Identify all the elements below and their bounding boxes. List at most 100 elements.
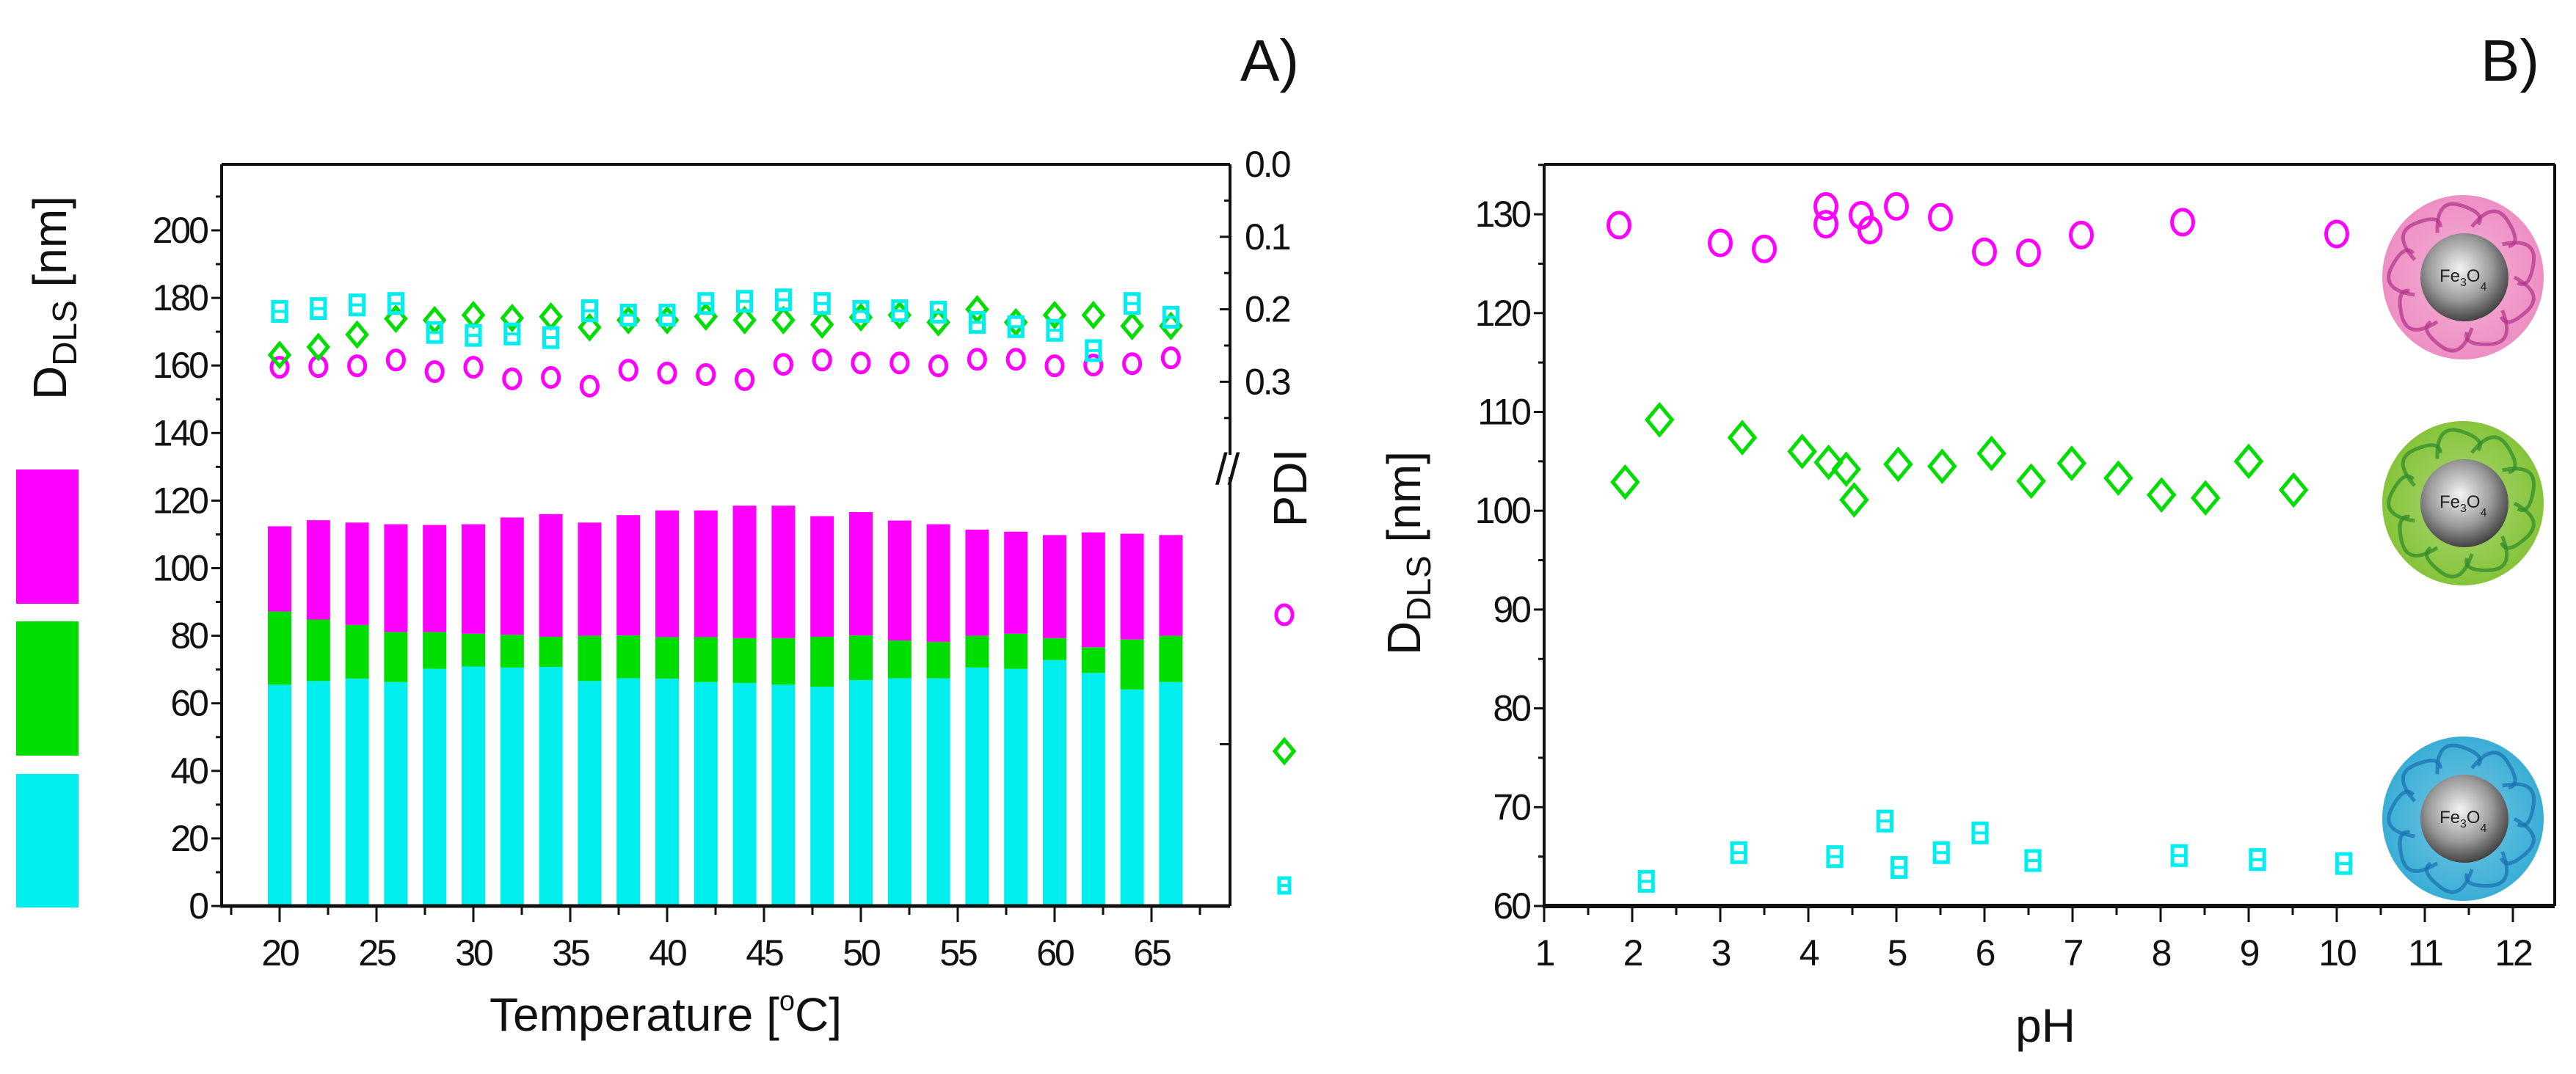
- x-tick-label: 50: [843, 932, 880, 973]
- pdi-point-circle: [618, 359, 638, 382]
- xlabel-text: Temperature [: [490, 988, 779, 1041]
- pdi-point-circle: [424, 360, 445, 384]
- y-tick-label: 60: [1493, 885, 1530, 927]
- y-tick-label: 20: [170, 818, 208, 859]
- data-point-diamond: [1644, 401, 1675, 438]
- x-tick-label: 10: [2318, 932, 2356, 973]
- x-tick-label: 8: [2152, 932, 2171, 973]
- data-point-circle: [1928, 202, 1953, 232]
- x-tick-label: 1: [1535, 932, 1554, 973]
- bar-segment-magenta: [1004, 531, 1028, 634]
- bar-segment-green: [1120, 639, 1144, 690]
- pdi-point-diamond: [578, 313, 602, 342]
- pdi-point-diamond: [809, 310, 834, 339]
- ylabel-sub: DLS: [46, 300, 84, 365]
- pdi-point-circle: [1122, 352, 1143, 376]
- pdi-point-circle: [657, 362, 677, 385]
- x-tick-label: 12: [2495, 932, 2532, 973]
- core-label-part: O: [2467, 808, 2481, 828]
- pdi-point-diamond: [306, 332, 331, 362]
- bar-segment-magenta: [849, 512, 873, 636]
- data-point-circle: [1813, 210, 1838, 239]
- bar-segment-green: [887, 640, 912, 679]
- legend-block-cyan: [16, 774, 79, 907]
- bar-segment-green: [732, 638, 757, 684]
- bar-segment-magenta: [539, 514, 563, 637]
- pdi-point-square: [503, 322, 521, 346]
- particle-illustration: Fe3O4: [2382, 737, 2544, 901]
- bar-segment-green: [578, 635, 602, 682]
- x-tick-label: 30: [455, 932, 492, 973]
- bar-segment-cyan: [1120, 689, 1144, 906]
- legend-marker-circle: [1274, 603, 1295, 626]
- pdi-point-circle: [812, 348, 832, 372]
- pdi-point-square: [1085, 339, 1102, 362]
- pdi-point-square: [813, 292, 831, 315]
- core-label: Fe3O4: [2439, 808, 2487, 835]
- pdi-point-diamond: [1120, 311, 1144, 340]
- bar-segment-cyan: [1081, 673, 1105, 906]
- polymer-chain: [2502, 782, 2536, 828]
- panel-b-y-axis-title: DDLS [nm]: [1378, 451, 1438, 655]
- y-tick-label: 0: [189, 885, 208, 927]
- x-tick-label: 55: [939, 932, 977, 973]
- y-tick-label: 70: [1493, 786, 1530, 828]
- y-tick-label: 120: [153, 480, 208, 521]
- bar-segment-green: [965, 635, 989, 668]
- data-point-circle: [1884, 191, 1909, 221]
- bar-segment-green: [616, 635, 641, 679]
- core-label-part: 4: [2481, 822, 2487, 835]
- bar-segment-cyan: [268, 684, 291, 906]
- data-point-diamond: [2233, 443, 2264, 480]
- xlabel-sup: o: [779, 986, 795, 1017]
- pdi-point-diamond: [1042, 300, 1067, 330]
- y-tick-label: 60: [170, 683, 208, 724]
- core-label-part: Fe: [2439, 808, 2460, 828]
- bar-segment-magenta: [965, 530, 989, 636]
- pdi-point-circle: [502, 367, 523, 390]
- xlabel-end: C]: [795, 988, 842, 1041]
- bar-segment-cyan: [462, 666, 485, 906]
- data-point-diamond: [2278, 472, 2309, 508]
- bar-segment-green: [268, 611, 291, 685]
- data-point-diamond: [1927, 448, 1957, 484]
- pdi-point-circle: [773, 353, 793, 376]
- x-tick-label: 3: [1711, 932, 1731, 973]
- bar-segment-magenta: [887, 520, 912, 641]
- y2-tick-label: 0.1: [1245, 216, 1290, 257]
- pdi-point-square: [774, 288, 793, 312]
- core-label-part: Fe: [2439, 266, 2460, 286]
- bar-segment-magenta: [1081, 532, 1105, 648]
- pdi-point-circle: [696, 363, 716, 387]
- pdi-point-square: [619, 304, 637, 327]
- y-tick-label: 160: [153, 345, 208, 386]
- bar-segment-green: [500, 635, 524, 668]
- bar-segment-magenta: [926, 524, 950, 642]
- data-point-diamond: [2190, 480, 2221, 516]
- pdi-point-square: [465, 324, 482, 347]
- data-point-diamond: [2146, 477, 2177, 513]
- bar-segment-green: [384, 632, 408, 682]
- pdi-point-diamond: [732, 305, 757, 335]
- data-point-circle: [1972, 237, 1997, 266]
- bar-segment-cyan: [810, 687, 834, 906]
- core-label-part: O: [2467, 266, 2481, 286]
- x-tick-label: 35: [552, 932, 589, 973]
- bar-segment-magenta: [616, 515, 641, 636]
- pdi-point-square: [1124, 292, 1141, 315]
- bar-segment-cyan: [926, 678, 950, 906]
- data-point-circle: [2324, 219, 2349, 249]
- data-point-square: [1826, 845, 1844, 869]
- pdi-point-diamond: [539, 302, 563, 331]
- bar-segment-cyan: [694, 682, 718, 906]
- bar-segment-magenta: [306, 520, 330, 620]
- ylabel-unit: [nm]: [23, 196, 76, 300]
- data-point-diamond: [1787, 434, 1817, 470]
- bar-segment-cyan: [1043, 660, 1066, 906]
- x-tick-label: 9: [2240, 932, 2259, 973]
- pdi-point-square: [736, 290, 754, 313]
- bar-segment-cyan: [1159, 682, 1183, 906]
- bar-segment-cyan: [306, 681, 330, 906]
